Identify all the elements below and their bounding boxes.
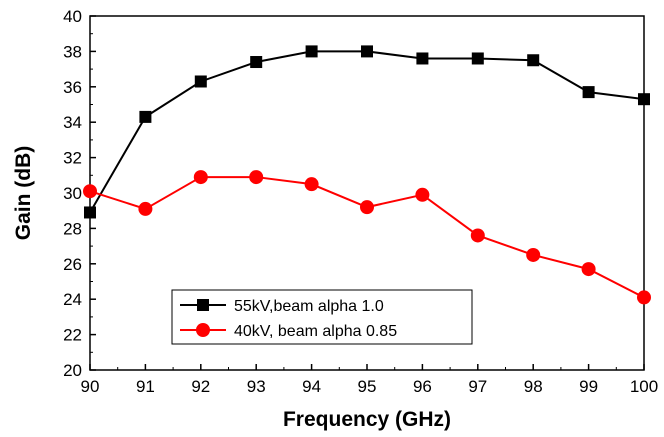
data-point: [194, 75, 207, 88]
legend-marker-circle: [196, 323, 210, 337]
y-tick-label: 30: [63, 184, 82, 203]
y-tick-label: 32: [63, 149, 82, 168]
data-point: [582, 86, 595, 99]
series-2: [83, 170, 651, 305]
data-point: [84, 206, 96, 219]
legend: 55kV,beam alpha 1.0 40kV, beam alpha 0.8…: [171, 289, 473, 345]
x-tick-label: 100: [630, 377, 658, 396]
data-point: [416, 52, 429, 65]
y-tick-label: 20: [63, 361, 82, 380]
data-point: [637, 290, 651, 305]
data-point: [415, 187, 430, 202]
x-tick-label: 95: [358, 377, 377, 396]
y-axis-title: Gain (dB): [12, 146, 35, 241]
y-tick-label: 40: [63, 7, 82, 26]
legend-marker-square: [197, 299, 209, 311]
y-tick-label: 34: [63, 113, 82, 132]
y-tick-label: 26: [63, 255, 82, 274]
data-point: [249, 170, 264, 185]
x-tick-label: 90: [81, 377, 100, 396]
x-tick-label: 91: [136, 377, 155, 396]
data-point: [83, 184, 97, 199]
x-tick-label: 97: [468, 377, 487, 396]
legend-label-1: 55kV,beam alpha 1.0: [234, 298, 384, 315]
x-tick-label: 94: [302, 377, 321, 396]
series-1: [84, 45, 650, 219]
x-tick-label: 98: [524, 377, 543, 396]
data-point: [250, 56, 263, 69]
axes: 90 91 92 93 94 95 96 97 98 99 100 20 22 24 26 28 30 32 34 3…: [63, 7, 658, 396]
legend-label-2: 40kV, beam alpha 0.85: [234, 323, 397, 340]
legend-box: [171, 289, 473, 345]
data-point: [305, 45, 318, 58]
data-point: [471, 52, 484, 65]
data-point: [361, 45, 373, 58]
y-tick-label: 28: [63, 219, 82, 238]
y-tick-label: 36: [63, 78, 82, 97]
y-tick-label: 38: [63, 42, 82, 61]
data-point: [193, 170, 208, 185]
x-axis-title: Frequency (GHz): [283, 408, 451, 431]
data-point: [139, 110, 152, 123]
x-tick-label: 92: [191, 377, 210, 396]
y-tick-label: 22: [63, 326, 82, 345]
data-point: [360, 200, 374, 215]
data-point: [638, 93, 650, 106]
data-point: [527, 54, 540, 67]
x-tick-label: 96: [413, 377, 432, 396]
data-point: [304, 177, 319, 192]
data-point: [470, 228, 485, 243]
x-tick-label: 99: [579, 377, 598, 396]
data-point: [138, 201, 153, 216]
series-layer: [83, 45, 651, 305]
x-tick-label: 93: [247, 377, 266, 396]
data-point: [581, 262, 596, 277]
y-tick-label: 24: [63, 290, 82, 309]
data-point: [526, 247, 541, 262]
